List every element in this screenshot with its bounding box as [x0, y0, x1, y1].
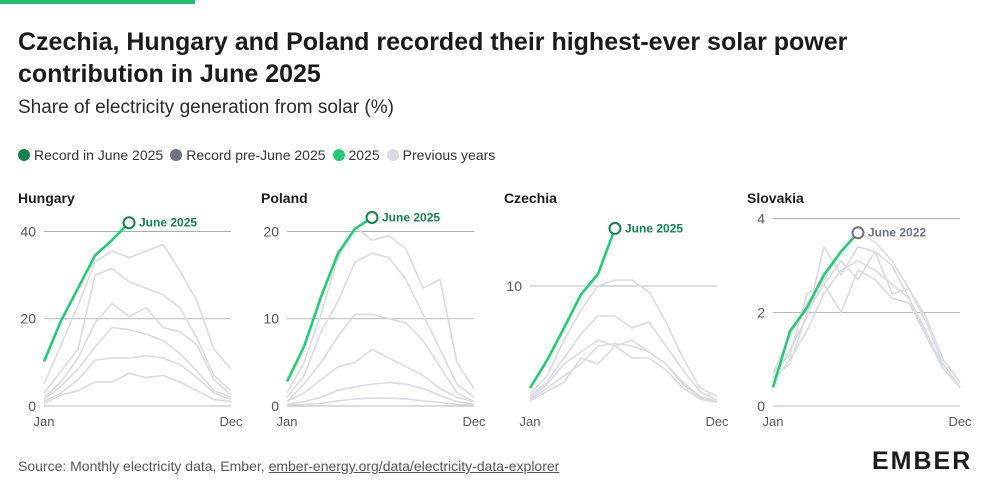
previous-year-line-slovakia-4	[772, 269, 961, 388]
panel-title-czechia: Czechia	[504, 190, 557, 206]
previous-year-line-poland-2	[286, 313, 475, 403]
previous-year-line-poland-3	[286, 348, 475, 403]
record-label-slovakia: June 2022	[868, 226, 926, 240]
source-text: Source: Monthly electricity data, Ember,	[18, 458, 269, 474]
source-note: Source: Monthly electricity data, Ember,…	[18, 458, 559, 474]
source-link[interactable]: ember-energy.org/data/electricity-data-e…	[268, 458, 560, 474]
previous-year-line-czechia-1	[529, 315, 718, 401]
previous-year-line-hungary-1	[43, 267, 232, 394]
record-label-czechia: June 2025	[625, 221, 683, 235]
chart-title: Czechia, Hungary and Poland recorded the…	[18, 28, 848, 88]
record-label-hungary: June 2025	[139, 216, 197, 230]
previous-year-line-hungary-3	[43, 326, 232, 401]
previous-year-line-slovakia-3	[772, 260, 961, 388]
series-2025-line-czechia	[528, 227, 617, 389]
previous-year-line-hungary-2	[43, 302, 232, 398]
x-tick-label-hungary-end: Dec	[219, 414, 243, 429]
x-tick-label-czechia-start: Jan	[520, 414, 541, 429]
panel-title-poland: Poland	[261, 190, 308, 206]
legend: Record in June 2025 Record pre-June 2025…	[18, 147, 502, 163]
x-tick-label-slovakia-start: Jan	[763, 414, 784, 429]
previous-year-line-czechia-4	[529, 345, 718, 404]
y-tick-label-slovakia-2: 2	[757, 304, 765, 320]
previous-year-line-poland-4	[286, 381, 475, 406]
legend-item-record-pre: Record pre-June 2025	[170, 147, 326, 163]
series-2025-line-slovakia	[771, 231, 859, 388]
x-tick-label-poland-start: Jan	[277, 414, 298, 429]
legend-label-2025: 2025	[348, 147, 380, 163]
chart-subtitle: Share of electricity generation from sol…	[18, 97, 394, 118]
ember-logo: EMBER	[872, 447, 973, 475]
legend-item-2025: 2025	[332, 147, 380, 163]
legend-item-previous: Previous years	[386, 147, 496, 163]
legend-dot-record-2025	[18, 149, 30, 161]
legend-label-previous: Previous years	[402, 147, 496, 163]
y-tick-label-hungary-20: 20	[20, 311, 36, 327]
x-tick-label-hungary-start: Jan	[34, 414, 55, 429]
y-tick-label-poland-0: 0	[271, 398, 279, 414]
previous-year-line-poland-5	[286, 397, 475, 406]
y-tick-label-hungary-40: 40	[20, 223, 36, 239]
previous-year-line-slovakia-0	[772, 231, 961, 388]
previous-year-line-hungary-4	[43, 355, 232, 403]
x-tick-label-poland-end: Dec	[462, 414, 486, 429]
x-tick-label-slovakia-end: Dec	[948, 414, 972, 429]
previous-year-line-czechia-0	[529, 279, 718, 398]
y-tick-label-hungary-0: 0	[28, 398, 36, 414]
record-label-poland: June 2025	[382, 210, 440, 224]
y-tick-label-poland-20: 20	[263, 223, 279, 239]
previous-year-line-czechia-3	[529, 342, 718, 404]
record-marker-czechia	[608, 221, 622, 235]
x-tick-label-czechia-end: Dec	[705, 414, 729, 429]
y-tick-label-czechia-10: 10	[506, 278, 522, 294]
y-tick-label-slovakia-0: 0	[757, 398, 765, 414]
legend-dot-record-pre	[170, 149, 183, 161]
previous-year-line-poland-1	[286, 252, 475, 398]
y-tick-label-slovakia-4: 4	[757, 211, 765, 227]
accent-bar	[0, 0, 195, 4]
legend-dot-previous	[386, 149, 399, 161]
panel-title-slovakia: Slovakia	[747, 190, 804, 206]
series-2025-line-poland	[285, 216, 373, 383]
record-marker-poland	[365, 210, 379, 224]
record-marker-hungary	[122, 216, 136, 230]
legend-label-record-pre: Record pre-June 2025	[186, 147, 326, 163]
legend-label-record-2025: Record in June 2025	[34, 147, 164, 163]
panel-title-hungary: Hungary	[18, 190, 75, 206]
record-marker-slovakia	[851, 226, 865, 240]
legend-item-record-2025: Record in June 2025	[18, 147, 163, 163]
previous-year-line-hungary-5	[43, 372, 232, 405]
y-tick-label-poland-10: 10	[263, 311, 279, 327]
previous-year-line-poland-0	[286, 226, 475, 394]
previous-year-line-hungary-0	[43, 243, 232, 385]
legend-dot-2025	[332, 149, 345, 161]
previous-year-line-czechia-2	[529, 339, 718, 402]
series-2025-line-hungary	[42, 221, 130, 363]
